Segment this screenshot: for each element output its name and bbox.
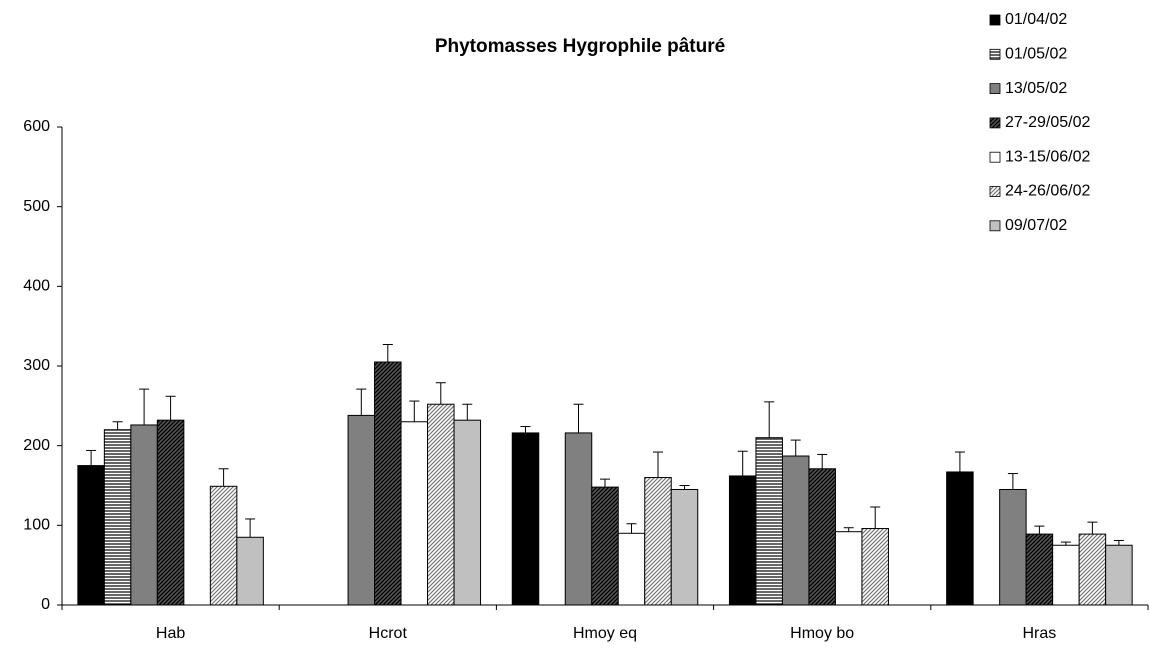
legend-swatch	[989, 186, 1001, 197]
bar	[617, 532, 646, 606]
chart-title: Phytomasses Hygrophile pâturé	[435, 36, 725, 57]
bar	[156, 419, 185, 606]
y-tick-label: 500	[23, 198, 50, 215]
legend-swatch	[989, 220, 1001, 232]
legend-swatch	[989, 117, 1001, 129]
bar	[728, 475, 757, 606]
bar	[130, 424, 158, 606]
bar	[1078, 533, 1107, 606]
bar	[209, 485, 238, 606]
bar	[999, 488, 1027, 606]
bar	[103, 429, 132, 606]
legend-swatch	[989, 151, 1001, 163]
bar	[861, 528, 889, 606]
x-tick-label: Hmoy bo	[790, 625, 854, 642]
bar	[1025, 533, 1054, 606]
x-tick-label: Hmoy eq	[573, 625, 637, 642]
y-tick-label: 600	[23, 118, 50, 135]
legend-swatch	[989, 14, 1001, 26]
bar	[400, 421, 429, 606]
bar	[77, 465, 105, 606]
legend-label: 01/04/02	[1005, 11, 1067, 28]
legend-label: 01/05/02	[1005, 46, 1067, 63]
bar	[946, 471, 974, 606]
legend-label: 27-29/05/02	[1005, 114, 1091, 131]
bar	[1052, 544, 1080, 606]
legend-label: 09/07/02	[1005, 217, 1067, 234]
legend-swatch	[989, 83, 1001, 94]
x-tick-label: Hcrot	[369, 625, 408, 642]
y-tick-label: 100	[23, 517, 50, 534]
bar	[834, 531, 863, 606]
y-tick-label: 300	[23, 357, 50, 374]
bar	[374, 361, 402, 606]
bar	[808, 468, 836, 606]
bar	[644, 477, 672, 606]
bar	[511, 432, 540, 606]
y-tick-label: 200	[23, 437, 50, 454]
bar	[236, 536, 264, 606]
bar	[564, 432, 593, 606]
x-tick-label: Hras	[1023, 625, 1057, 642]
bar	[755, 437, 783, 606]
bar	[427, 403, 455, 606]
bar	[347, 414, 376, 606]
legend-label: 13-15/06/02	[1005, 148, 1091, 165]
bar	[453, 419, 482, 606]
bar	[1105, 544, 1133, 606]
y-tick-label: 0	[41, 596, 50, 613]
bar	[781, 455, 810, 606]
y-tick-label: 400	[23, 278, 50, 295]
bar	[591, 486, 619, 606]
legend-swatch	[989, 48, 1001, 60]
x-tick-label: Hab	[156, 625, 185, 642]
legend-label: 13/05/02	[1005, 80, 1067, 97]
bar	[670, 488, 699, 606]
legend-label: 24-26/06/02	[1005, 183, 1091, 200]
